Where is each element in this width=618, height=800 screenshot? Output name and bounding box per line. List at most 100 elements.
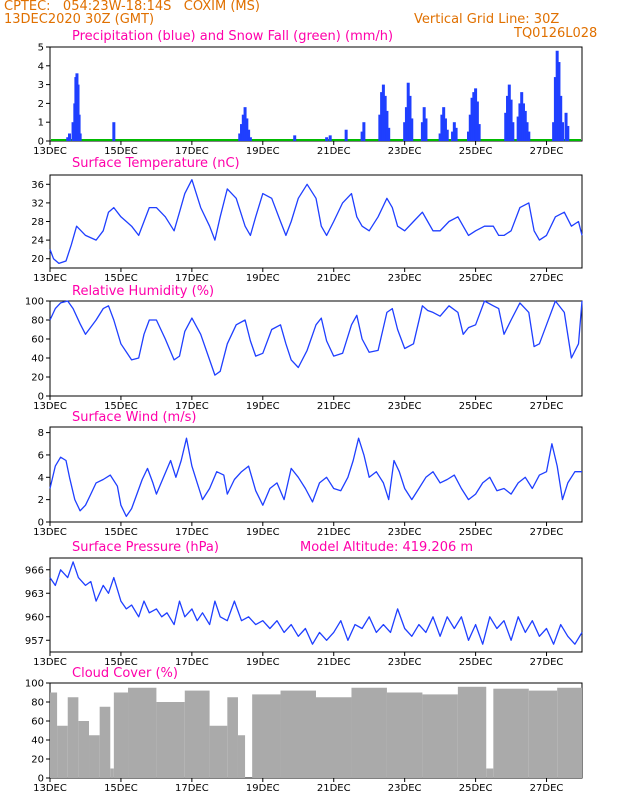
cloud-bar — [316, 697, 352, 778]
cloud-bar — [209, 725, 228, 778]
series-line-rh — [49, 300, 583, 376]
x-tick-label: 21DEC — [317, 783, 351, 794]
panel-title: Relative Humidity (%) — [72, 284, 214, 299]
precip-bar — [77, 114, 81, 141]
y-tick-label: 4 — [38, 61, 44, 72]
header-grid-line: Vertical Grid Line: 30Z — [414, 12, 560, 27]
x-tick-label: 21DEC — [317, 401, 351, 412]
x-tick-label: 13DEC — [33, 527, 67, 538]
header-model-id: TQ0126L028 — [514, 26, 598, 41]
y-tick-label: 960 — [25, 612, 44, 623]
y-tick-label: 40 — [31, 354, 44, 365]
cloud-bar — [99, 706, 111, 778]
precip-bar — [509, 99, 513, 141]
y-tick-label: 2 — [38, 99, 44, 110]
x-tick-label: 13DEC — [33, 273, 67, 284]
precip-bar — [68, 133, 72, 141]
precip-bar — [362, 122, 366, 141]
x-tick-label: 21DEC — [317, 657, 351, 668]
precip-bar — [511, 122, 515, 141]
precip-bar — [470, 97, 474, 141]
panel-title: Surface Temperature (nC) — [72, 156, 240, 171]
x-tick-label: 17DEC — [175, 657, 209, 668]
precip-bar — [248, 137, 252, 141]
y-tick-label: 20 — [31, 254, 44, 265]
precip-bar — [387, 127, 391, 141]
y-tick-label: 28 — [31, 217, 44, 228]
x-tick-label: 15DEC — [104, 657, 138, 668]
panel-title: Cloud Cover (%) — [72, 666, 178, 681]
plot-frame — [49, 46, 583, 142]
y-tick-label: 36 — [31, 180, 44, 191]
panel-pressure: Surface Pressure (hPa) 957 960 963 966 13DEC 1… — [25, 540, 583, 668]
precip-bar — [406, 82, 410, 141]
y-tick-label: 0 — [38, 137, 44, 148]
precip-bar — [240, 124, 244, 141]
y-tick-label: 3 — [38, 80, 44, 91]
x-tick-label: 27DEC — [530, 273, 564, 284]
y-tick-label: 0 — [38, 774, 44, 785]
precip-bar — [507, 84, 511, 141]
series-line-wind — [49, 437, 582, 518]
plot-frame — [49, 174, 583, 269]
y-tick-label: 957 — [25, 636, 44, 647]
plot-area — [51, 50, 581, 142]
cloud-bar — [486, 768, 494, 778]
x-tick-label: 17DEC — [175, 783, 209, 794]
x-tick-label: 23DEC — [388, 401, 422, 412]
plot-area — [49, 300, 583, 376]
x-tick-label: 19DEC — [246, 783, 280, 794]
panel-rh: Relative Humidity (%) 0 20 40 60 80 100 13DEC 15… — [25, 284, 583, 412]
precip-bar — [245, 118, 249, 141]
cloud-bar — [67, 697, 79, 778]
precip-bar — [504, 112, 508, 141]
precip-bar — [564, 112, 568, 141]
cloud-bar — [386, 692, 423, 778]
x-tick-label: 25DEC — [459, 273, 493, 284]
y-tick-label: 1 — [38, 118, 44, 129]
x-tick-label: 13DEC — [33, 401, 67, 412]
precip-bar — [344, 129, 348, 141]
precip-bar — [477, 124, 481, 141]
precip-bar — [452, 122, 456, 141]
precip-bar — [516, 116, 520, 141]
precip-bar — [525, 122, 529, 141]
precip-bar — [566, 125, 570, 141]
plot-frame — [49, 557, 583, 653]
cloud-bar — [528, 690, 558, 778]
y-tick-label: 80 — [31, 316, 44, 327]
precip-bar — [385, 110, 389, 141]
precip-bar — [424, 118, 428, 141]
x-tick-label: 15DEC — [104, 273, 138, 284]
precip-bar — [293, 135, 297, 141]
cloud-bar — [50, 692, 58, 778]
cloud-bar — [57, 725, 68, 778]
precip-bar — [78, 133, 82, 141]
precip-bar — [438, 133, 442, 141]
precip-bar — [408, 95, 412, 141]
x-tick-label: 15DEC — [104, 527, 138, 538]
precip-bar — [443, 118, 447, 141]
cloud-bar — [422, 694, 458, 778]
precip-bar — [467, 131, 471, 141]
plot-frame — [49, 426, 583, 523]
precip-bar — [520, 92, 524, 141]
precip-bar — [518, 103, 522, 141]
precip-bar — [404, 107, 408, 141]
y-tick-label: 0 — [38, 518, 44, 529]
y-tick-label: 60 — [31, 335, 44, 346]
cloud-bar — [89, 735, 100, 778]
precip-bar — [66, 137, 70, 141]
panel-temp: Surface Temperature (nC) 20 24 28 32 36 13DEC 1… — [31, 156, 583, 284]
precip-bar — [472, 92, 476, 141]
precip-bar — [360, 131, 364, 141]
x-tick-label: 21DEC — [317, 527, 351, 538]
precip-bar — [451, 131, 455, 141]
y-tick-label: 6 — [38, 450, 44, 461]
precip-bar — [474, 88, 478, 141]
plot-frame — [49, 300, 583, 397]
precip-bar — [76, 84, 80, 141]
precip-bar — [475, 101, 479, 141]
precip-bar — [560, 122, 564, 141]
x-tick-label: 27DEC — [530, 657, 564, 668]
